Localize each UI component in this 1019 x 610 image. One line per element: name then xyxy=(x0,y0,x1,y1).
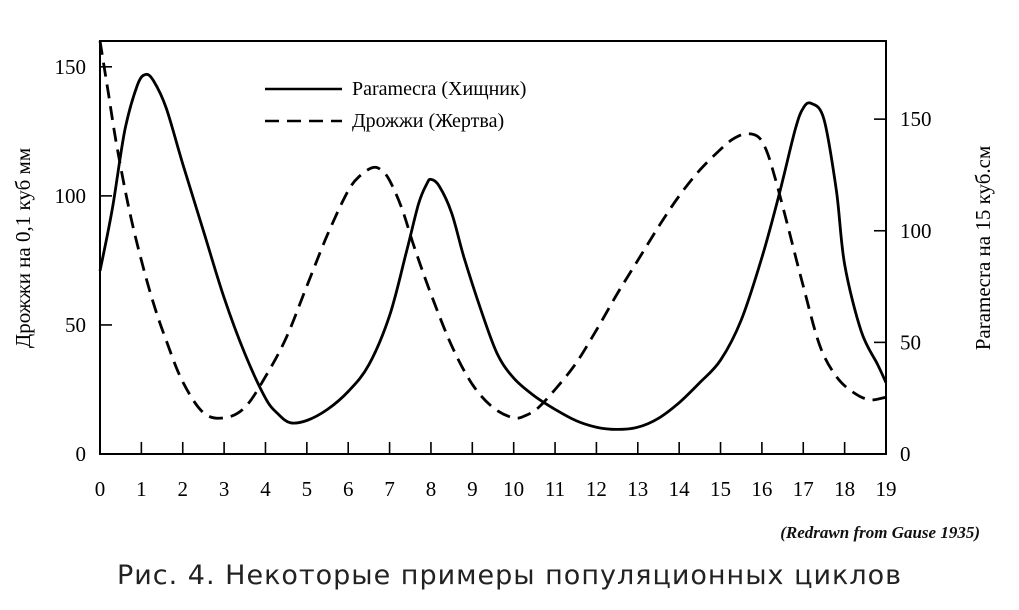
right-axis-label: Paramecra на 15 куб.см xyxy=(971,146,995,351)
left-y-tick-label: 50 xyxy=(65,313,86,337)
right-y-tick-label: 150 xyxy=(900,107,932,131)
x-tick-label: 14 xyxy=(669,477,691,501)
x-tick-label: 18 xyxy=(834,477,855,501)
x-tick-label: 3 xyxy=(219,477,230,501)
x-tick-label: 1 xyxy=(136,477,147,501)
x-tick-label: 9 xyxy=(467,477,478,501)
x-tick-label: 13 xyxy=(627,477,648,501)
x-tick-label: 15 xyxy=(710,477,731,501)
x-tick-label: 11 xyxy=(545,477,565,501)
x-tick-label: 10 xyxy=(503,477,524,501)
x-tick-label: 2 xyxy=(177,477,188,501)
chart-svg: 0 1 2 3 4 5 6 7 8 9 10 11 12 13 14 15 16 17 18 19 050100150… xyxy=(11,40,995,501)
x-tick-label: 4 xyxy=(260,477,271,501)
x-tick-label: 16 xyxy=(751,477,772,501)
series-line-predator xyxy=(98,72,888,431)
right-y-axis-ticks: 0 50 100 150 xyxy=(874,107,932,466)
figure-caption: Рис. 4. Некоторые примеры популяционных … xyxy=(116,560,903,591)
left-y-tick-label: 150 xyxy=(55,55,87,79)
x-tick-label: 7 xyxy=(384,477,395,501)
source-credit: (Redrawn from Gause 1935) xyxy=(780,523,980,542)
right-y-tick-label: 50 xyxy=(900,330,921,354)
x-tick-label: 12 xyxy=(586,477,607,501)
left-y-tick-label: 100 xyxy=(55,184,87,208)
x-tick-label: 5 xyxy=(302,477,313,501)
right-y-tick-label: 100 xyxy=(900,219,932,243)
left-y-axis-ticks: 0 50 100 150 xyxy=(55,55,112,466)
plot-frame xyxy=(99,40,887,455)
left-y-tick-label: 0 xyxy=(76,442,87,466)
right-y-tick-label: 0 xyxy=(900,442,911,466)
x-axis-ticks: 0 1 2 3 4 5 6 7 8 9 10 11 12 13 14 15 16 17 18 19 xyxy=(95,442,897,501)
x-tick-label: 19 xyxy=(876,477,897,501)
x-tick-label: 6 xyxy=(343,477,354,501)
series-line-prey xyxy=(98,40,887,420)
legend: Paramecra (Хищник) Дрожжи (Жертва) xyxy=(265,78,526,132)
x-tick-label: 17 xyxy=(793,477,814,501)
series-layer xyxy=(98,40,888,431)
x-tick-label: 0 xyxy=(95,477,106,501)
legend-label-predator: Paramecra (Хищник) xyxy=(352,78,526,100)
legend-label-prey: Дрожжи (Жертва) xyxy=(352,110,504,132)
x-tick-label: 8 xyxy=(426,477,437,501)
left-axis-label: Дрожжи на 0,1 куб мм xyxy=(11,148,35,348)
